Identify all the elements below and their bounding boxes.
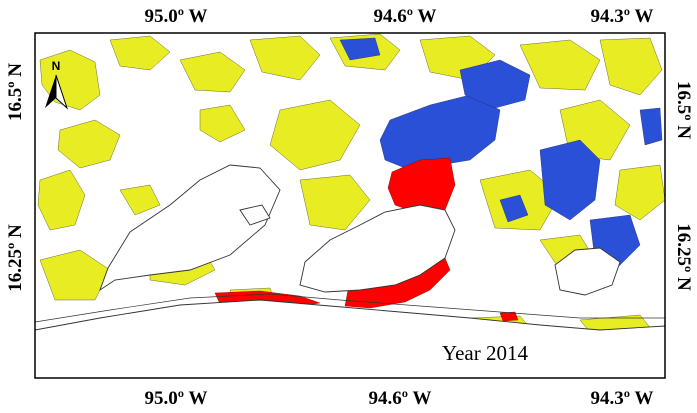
top-lon-label-94-6: 94.6º W (374, 6, 437, 27)
map-frame (34, 32, 666, 379)
north-arrow-right-half (55, 74, 69, 110)
left-lat-label-16-25: 16.25º N (5, 224, 26, 292)
sea-region (35, 293, 665, 378)
lagoon-water-bodies (99, 164, 621, 296)
year-annotation: Year 2014 (442, 341, 528, 365)
bottom-lon-label-94-6: 94.6º W (369, 388, 432, 409)
top-lon-label-94-3: 94.3º W (591, 6, 654, 27)
right-lat-label-16-25: 16.25º N (673, 223, 694, 291)
north-arrow-letter: N (52, 59, 61, 73)
right-lat-label-16-5: 16.5º N (673, 81, 694, 139)
north-arrow-left-half (45, 75, 56, 108)
blue-class-patches (339, 37, 663, 271)
map-area: Year 2014 (35, 33, 665, 378)
bottom-lon-label-95-0: 95.0º W (145, 388, 208, 409)
bottom-lon-label-94-3: 94.3º W (591, 388, 654, 409)
top-lon-label-95-0: 95.0º W (145, 6, 208, 27)
north-arrow: N (45, 59, 69, 110)
left-lat-label-16-5: 16.5º N (5, 63, 26, 121)
